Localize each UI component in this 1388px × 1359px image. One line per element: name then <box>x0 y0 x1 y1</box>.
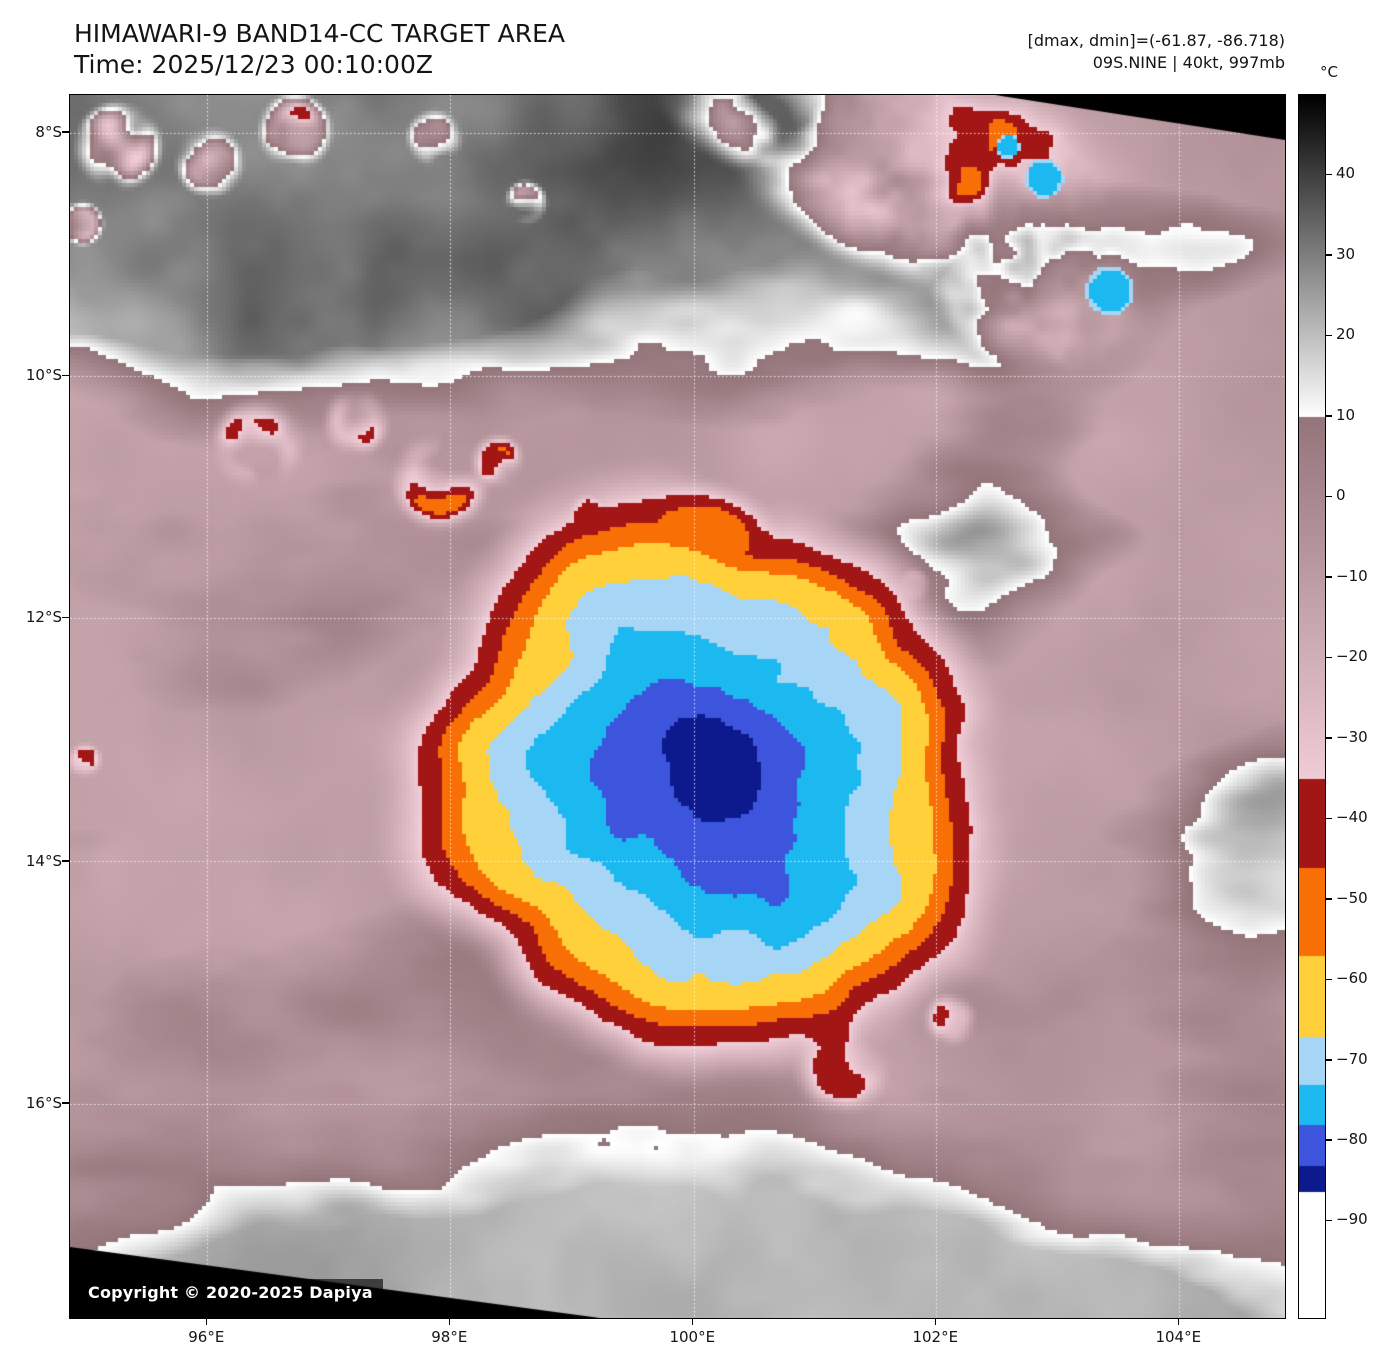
title-block: HIMAWARI-9 BAND14-CC TARGET AREA Time: 2… <box>74 18 565 80</box>
lat-tick-label: 8°S <box>35 122 62 141</box>
lon-axis-tick <box>934 1318 937 1325</box>
lat-tick-label: 12°S <box>25 608 62 627</box>
colorbar-tick-label: −10 <box>1336 566 1368 585</box>
lon-axis-tick <box>691 1318 694 1325</box>
colorbar-tick <box>1326 737 1332 739</box>
colorbar-tick <box>1326 1219 1332 1222</box>
storm-info-label: 09S.NINE | 40kt, 997mb <box>1092 53 1285 72</box>
dmax-dmin-label: [dmax, dmin]=(-61.87, -86.718) <box>1027 31 1285 50</box>
colorbar-tick <box>1326 173 1332 176</box>
lon-tick-label: 102°E <box>912 1328 959 1346</box>
colorbar <box>1298 94 1326 1319</box>
colorbar-tick <box>1326 576 1332 578</box>
colorbar-tick <box>1326 1139 1332 1141</box>
lat-axis-tick <box>62 374 69 377</box>
lat-axis-tick <box>62 616 69 619</box>
colorbar-tick <box>1326 1059 1332 1061</box>
colorbar-unit-label: °C <box>1320 63 1338 81</box>
colorbar-tick-label: 40 <box>1336 164 1356 183</box>
colorbar-tick-label: −90 <box>1336 1210 1368 1229</box>
colorbar-tick-label: −80 <box>1336 1129 1368 1148</box>
satellite-map-plot: Copyright © 2020-2025 Dapiya <box>69 94 1286 1319</box>
lat-tick-label: 10°S <box>25 366 62 385</box>
colorbar-tick-label: −20 <box>1336 647 1368 666</box>
colorbar-tick-label: 0 <box>1336 486 1346 505</box>
time-label: Time: 2025/12/23 00:10:00Z <box>74 50 433 79</box>
colorbar-tick-label: −70 <box>1336 1049 1368 1068</box>
colorbar-tick-label: −60 <box>1336 969 1368 988</box>
colorbar-canvas <box>1299 95 1325 1318</box>
lat-tick-label: 14°S <box>25 851 62 870</box>
copyright-badge: Copyright © 2020-2025 Dapiya <box>78 1279 383 1306</box>
lat-axis-tick <box>62 131 69 133</box>
lon-tick-label: 98°E <box>431 1328 468 1346</box>
colorbar-tick-label: −50 <box>1336 888 1368 907</box>
satellite-image-canvas <box>70 95 1285 1318</box>
colorbar-tick <box>1326 254 1332 256</box>
colorbar-tick <box>1326 656 1332 659</box>
colorbar-tick <box>1326 978 1332 981</box>
colorbar-tick-label: 10 <box>1336 405 1356 424</box>
lon-axis-tick <box>205 1318 208 1325</box>
colorbar-tick-label: −30 <box>1336 727 1368 746</box>
lon-tick-label: 104°E <box>1155 1328 1202 1346</box>
colorbar-tick <box>1326 495 1332 498</box>
colorbar-tick <box>1326 334 1332 337</box>
colorbar-tick <box>1326 415 1332 417</box>
lon-tick-label: 100°E <box>669 1328 716 1346</box>
lon-tick-label: 96°E <box>188 1328 225 1346</box>
header-right-block: [dmax, dmin]=(-61.87, -86.718) 09S.NINE … <box>1028 30 1285 74</box>
lon-axis-tick <box>448 1318 451 1325</box>
colorbar-tick-label: 20 <box>1336 325 1356 344</box>
lat-tick-label: 16°S <box>25 1093 62 1112</box>
colorbar-tick <box>1326 817 1332 820</box>
lat-axis-tick <box>62 1102 69 1104</box>
lon-axis-tick <box>1177 1318 1180 1325</box>
colorbar-tick-label: 30 <box>1336 244 1356 263</box>
page-title: HIMAWARI-9 BAND14-CC TARGET AREA <box>74 19 566 48</box>
colorbar-tick <box>1326 898 1332 900</box>
colorbar-tick-label: −40 <box>1336 808 1368 827</box>
lat-axis-tick <box>62 860 69 862</box>
